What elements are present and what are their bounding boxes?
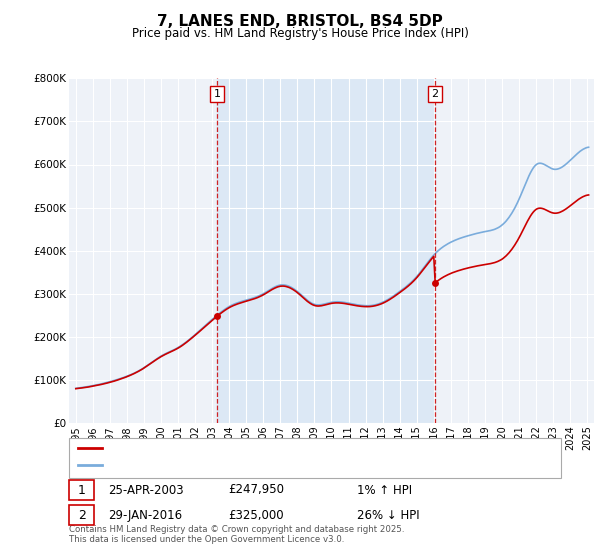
Text: 7, LANES END, BRISTOL, BS4 5DP (detached house): 7, LANES END, BRISTOL, BS4 5DP (detached…: [108, 443, 377, 453]
Text: 1: 1: [77, 483, 86, 497]
Bar: [217, 78, 435, 423]
Text: 25-APR-2003: 25-APR-2003: [108, 483, 184, 497]
Text: 2: 2: [77, 508, 86, 522]
Text: £325,000: £325,000: [228, 508, 284, 522]
Text: 7, LANES END, BRISTOL, BS4 5DP: 7, LANES END, BRISTOL, BS4 5DP: [157, 14, 443, 29]
Text: HPI: Average price, detached house, City of Bristol: HPI: Average price, detached house, City…: [108, 460, 371, 470]
Text: 2: 2: [431, 89, 439, 99]
Text: 1: 1: [214, 89, 221, 99]
Text: 1% ↑ HPI: 1% ↑ HPI: [357, 483, 412, 497]
Text: 26% ↓ HPI: 26% ↓ HPI: [357, 508, 419, 522]
Text: £247,950: £247,950: [228, 483, 284, 497]
Text: Price paid vs. HM Land Registry's House Price Index (HPI): Price paid vs. HM Land Registry's House …: [131, 27, 469, 40]
Text: Contains HM Land Registry data © Crown copyright and database right 2025.
This d: Contains HM Land Registry data © Crown c…: [69, 525, 404, 544]
Text: 29-JAN-2016: 29-JAN-2016: [108, 508, 182, 522]
